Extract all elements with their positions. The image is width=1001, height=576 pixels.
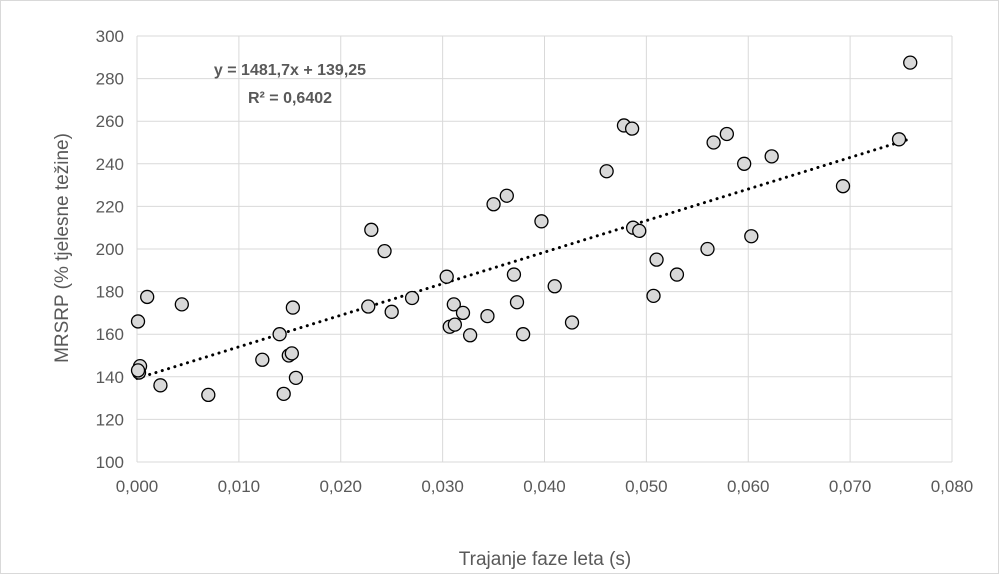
data-point: [599, 164, 614, 179]
data-point: [455, 305, 471, 321]
data-point: [284, 346, 300, 361]
data-point: [174, 297, 189, 312]
data-point: [764, 149, 779, 164]
data-point: [285, 300, 301, 315]
x-tick-label: 0,010: [218, 477, 261, 496]
data-point: [384, 304, 399, 319]
y-tick-labels: 100 120 140 160 180 200 220 240 260 280 300: [96, 27, 124, 472]
data-points: [130, 55, 918, 403]
data-point: [404, 290, 420, 306]
data-point: [669, 267, 685, 282]
data-point: [446, 297, 461, 312]
y-tick-label: 180: [96, 283, 124, 302]
data-point: [719, 126, 735, 142]
data-point: [439, 269, 454, 284]
data-point: [506, 267, 522, 282]
y-tick-label: 240: [96, 155, 124, 174]
data-point: [534, 214, 549, 229]
x-tick-label: 0,050: [625, 477, 668, 496]
data-point: [744, 229, 759, 244]
data-point: [499, 188, 514, 203]
data-point: [700, 241, 715, 257]
y-tick-label: 160: [96, 325, 124, 344]
data-point: [835, 179, 851, 194]
y-axis-title: MRSRP (% tjelesne težine): [52, 133, 73, 363]
data-point: [737, 156, 752, 171]
data-point: [201, 387, 216, 403]
data-point: [480, 308, 495, 324]
data-point: [288, 370, 304, 386]
x-axis-title: Trajanje faze leta (s): [459, 549, 631, 570]
y-tick-label: 220: [96, 197, 124, 216]
y-tick-label: 120: [96, 410, 124, 429]
data-point: [646, 288, 661, 304]
data-point: [515, 327, 531, 342]
data-point: [486, 197, 501, 212]
data-point: [364, 222, 379, 237]
x-tick-label: 0,040: [523, 477, 566, 496]
trendline: [135, 137, 912, 380]
data-point: [377, 243, 392, 259]
x-tick-label: 0,030: [421, 477, 464, 496]
data-point: [462, 328, 478, 343]
trendline-equation: y = 1481,7x + 139,25: [214, 62, 366, 79]
data-point: [272, 327, 287, 342]
data-point: [649, 252, 664, 267]
y-tick-label: 140: [96, 368, 124, 387]
x-tick-label: 0,020: [319, 477, 362, 496]
x-tick-label: 0,080: [931, 477, 974, 496]
x-tick-labels: 0,000 0,010 0,020 0,030 0,040 0,050 0,060 0,070…: [116, 477, 974, 496]
data-point: [130, 363, 146, 378]
y-tick-label: 100: [96, 453, 124, 472]
data-point: [547, 279, 562, 294]
data-point: [564, 315, 580, 330]
data-point: [130, 314, 146, 329]
x-tick-label: 0,060: [727, 477, 770, 496]
data-point: [891, 132, 907, 147]
data-point: [361, 299, 376, 314]
data-point: [632, 223, 647, 239]
data-point: [276, 386, 291, 401]
y-tick-label: 300: [96, 27, 124, 46]
data-point: [903, 55, 918, 70]
data-point: [140, 289, 155, 305]
data-point: [509, 295, 525, 310]
y-tick-label: 260: [96, 112, 124, 131]
x-tick-label: 0,000: [116, 477, 159, 496]
data-point: [153, 378, 168, 393]
data-point: [255, 352, 270, 367]
data-point: [624, 121, 640, 136]
y-tick-label: 280: [96, 70, 124, 89]
trendline-r2: R² = 0,6402: [248, 90, 332, 107]
data-point: [447, 317, 463, 332]
x-tick-label: 0,070: [829, 477, 872, 496]
y-tick-label: 200: [96, 240, 124, 259]
data-point: [706, 135, 721, 150]
